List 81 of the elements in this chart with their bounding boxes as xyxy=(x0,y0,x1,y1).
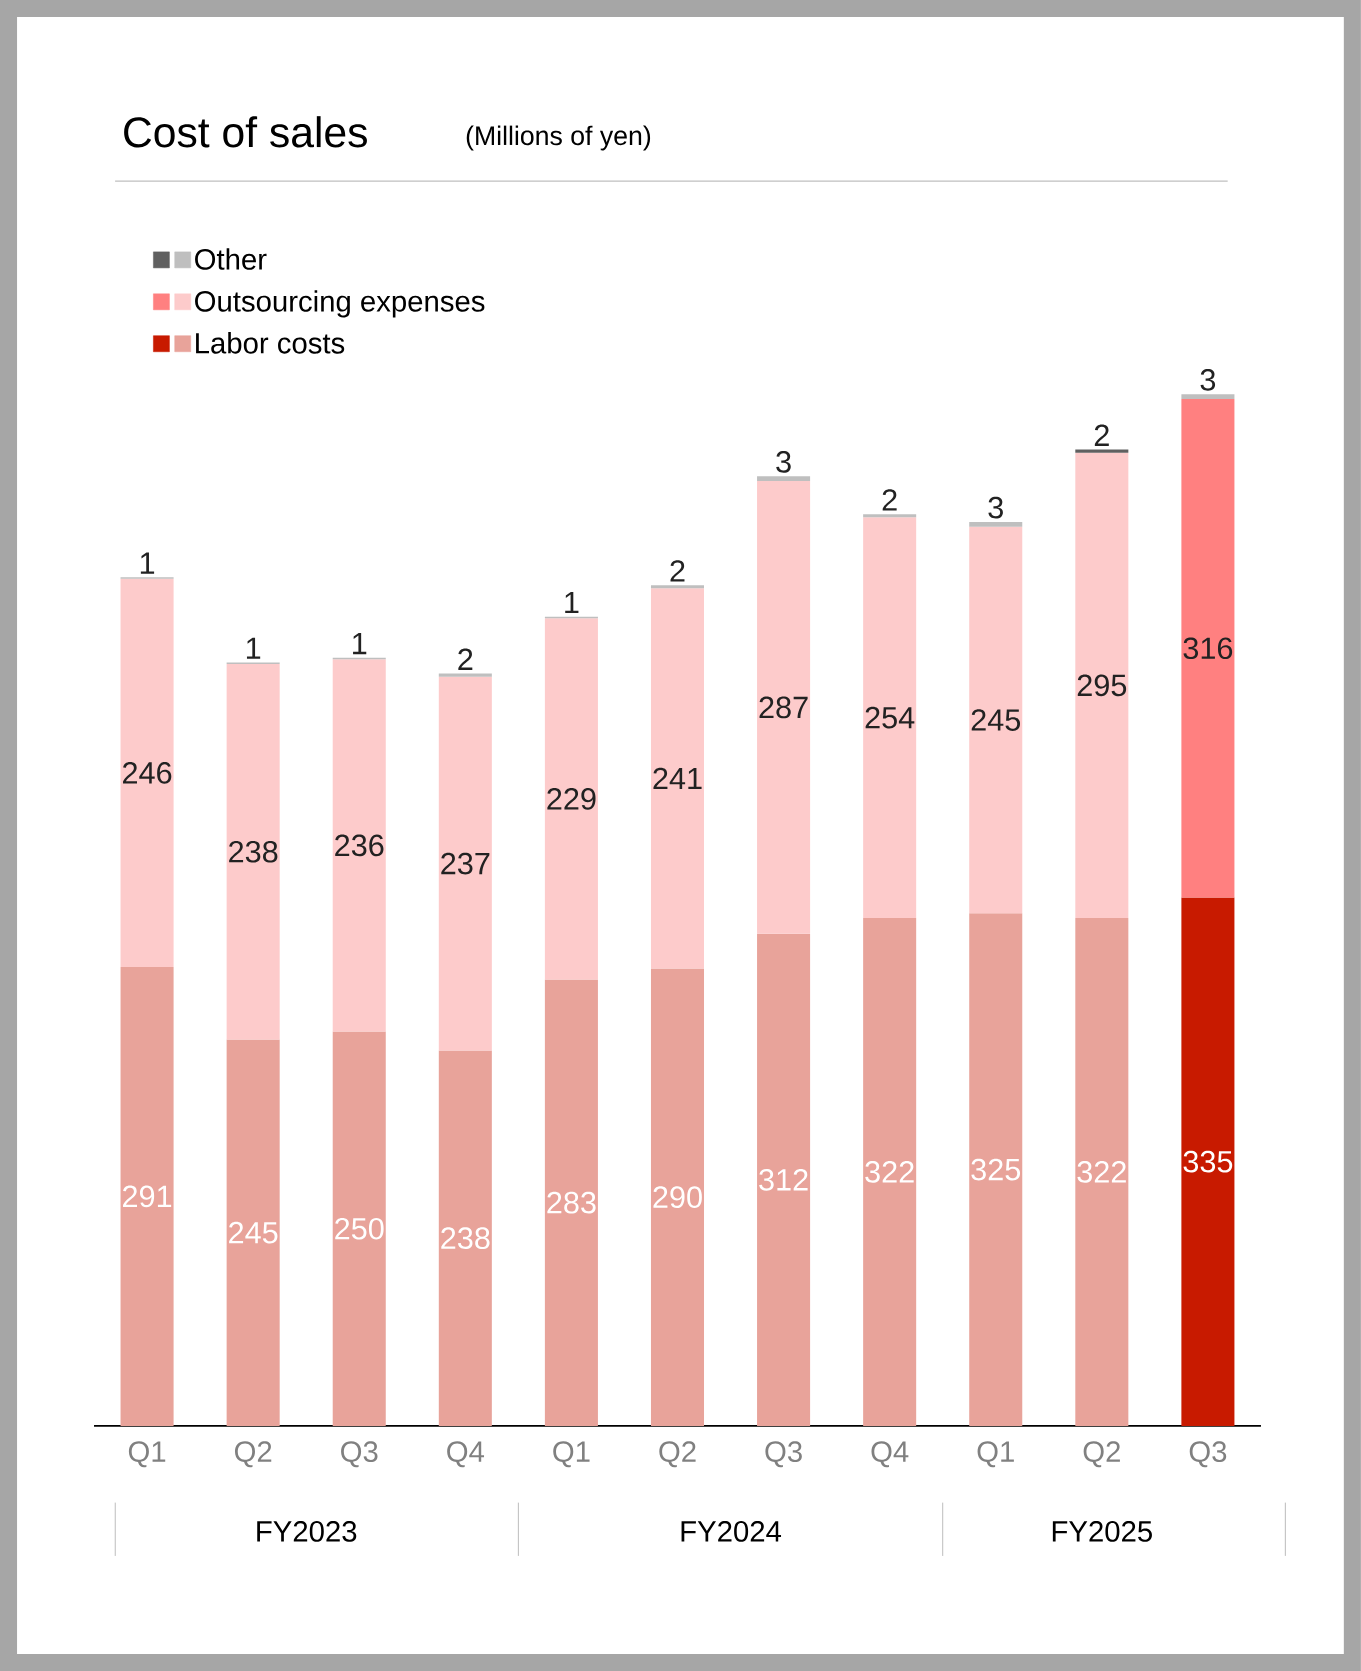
legend-label: Outsourcing expenses xyxy=(195,290,485,318)
data-label: 3 xyxy=(776,451,791,473)
bar xyxy=(969,526,1023,914)
bar xyxy=(438,676,492,1051)
data-label: 254 xyxy=(865,706,915,729)
bar xyxy=(651,968,705,1426)
bar xyxy=(757,933,811,1426)
data-label: 238 xyxy=(441,1227,490,1250)
data-label: 2 xyxy=(882,489,897,511)
data-label: 3 xyxy=(1200,369,1216,391)
bar xyxy=(1181,399,1235,898)
data-label: 312 xyxy=(759,1168,808,1191)
legend-label: Other xyxy=(195,248,267,270)
x-tick-label: Q3 xyxy=(341,1441,378,1468)
bar xyxy=(1075,449,1129,453)
bar xyxy=(757,481,811,934)
bar xyxy=(332,1031,386,1426)
data-label: 335 xyxy=(1183,1150,1233,1173)
bar xyxy=(863,514,917,518)
x-tick-label: Q2 xyxy=(659,1441,696,1468)
bar xyxy=(438,673,492,677)
bar xyxy=(120,966,174,1426)
x-tick-label: Q3 xyxy=(765,1441,802,1468)
data-label: 229 xyxy=(547,788,596,810)
x-tick-label: Q2 xyxy=(1083,1441,1120,1468)
bar xyxy=(651,585,705,589)
data-label: 3 xyxy=(988,496,1003,519)
chart-title: Cost of sales xyxy=(124,116,367,148)
x-tick-label: Q1 xyxy=(128,1441,166,1468)
data-label: 250 xyxy=(335,1217,384,1240)
bar xyxy=(969,522,1023,527)
bar xyxy=(863,917,917,1426)
data-label: 1 xyxy=(140,552,155,574)
data-label: 241 xyxy=(653,767,702,790)
data-label: 245 xyxy=(229,1221,278,1244)
text: FY2025 xyxy=(1052,1521,1153,1542)
bar xyxy=(1181,897,1235,1426)
x-tick-label: Q4 xyxy=(447,1441,485,1468)
x-tick-label: Q2 xyxy=(235,1441,272,1468)
bar xyxy=(1075,917,1129,1426)
bar xyxy=(651,588,705,969)
data-label: 316 xyxy=(1183,637,1233,660)
data-label: 295 xyxy=(1077,674,1127,697)
data-label: 322 xyxy=(865,1161,914,1183)
data-label: 2 xyxy=(1094,424,1109,446)
x-tick-label: Q1 xyxy=(977,1441,1014,1468)
bar xyxy=(226,664,280,1040)
data-label: 237 xyxy=(441,852,490,875)
bar xyxy=(863,517,917,918)
data-label: 2 xyxy=(670,560,685,582)
chart-subtitle: (Millions of yen) xyxy=(466,125,651,151)
data-label: 322 xyxy=(1077,1161,1126,1183)
x-tick-label: Q4 xyxy=(871,1441,909,1468)
data-label: 246 xyxy=(123,762,172,784)
data-label: 290 xyxy=(653,1186,702,1209)
x-tick-label: Q1 xyxy=(553,1441,590,1468)
x-tick-label: Q3 xyxy=(1189,1441,1227,1468)
bar xyxy=(1075,452,1129,918)
legend-label: Labor costs xyxy=(196,332,345,354)
data-label: 1 xyxy=(247,637,261,659)
data-label: 291 xyxy=(123,1185,172,1208)
data-label: 238 xyxy=(229,840,278,863)
data-label: 283 xyxy=(547,1191,596,1214)
text: FY2023 xyxy=(257,1521,357,1542)
bar xyxy=(332,659,386,1032)
data-label: 1 xyxy=(565,592,579,614)
data-label: 287 xyxy=(759,696,808,719)
bar xyxy=(544,618,598,980)
data-label: 2 xyxy=(458,648,473,670)
text: FY2024 xyxy=(681,1521,782,1542)
data-label: 325 xyxy=(971,1158,1021,1181)
bar xyxy=(969,913,1023,1426)
bar xyxy=(757,476,811,482)
data-label: 245 xyxy=(971,709,1021,731)
bar xyxy=(544,979,598,1426)
bar xyxy=(1181,394,1235,400)
bar xyxy=(438,1050,492,1426)
data-label: 1 xyxy=(353,633,367,655)
bar xyxy=(120,578,174,967)
data-label: 236 xyxy=(335,834,384,857)
bar xyxy=(226,1039,280,1426)
